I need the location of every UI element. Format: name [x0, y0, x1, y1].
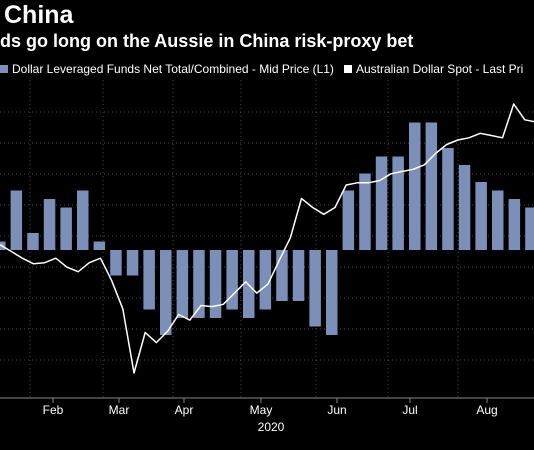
x-tick-label: May: [250, 403, 273, 417]
bar-29: [475, 182, 487, 250]
legend-swatch-bars: [0, 65, 8, 73]
bar-24: [392, 156, 404, 250]
x-tick-label: Feb: [43, 403, 64, 417]
bar-14: [226, 250, 238, 310]
x-year-label: 2020: [258, 420, 285, 434]
bar-21: [342, 190, 355, 250]
legend-label-bars: Dollar Leveraged Funds Net Total/Combine…: [12, 62, 334, 76]
x-axis: Feb Mar Apr May Jun Jul Aug 2020: [0, 397, 534, 434]
bar-5: [77, 190, 89, 250]
bar-20: [326, 250, 338, 335]
bar-28: [458, 165, 471, 250]
bar-9: [143, 250, 155, 310]
chart-legend: Dollar Leveraged Funds Net Total/Combine…: [0, 62, 533, 76]
bar-32: [525, 207, 534, 250]
bar-7: [110, 250, 122, 276]
legend-item-bars: Dollar Leveraged Funds Net Total/Combine…: [0, 62, 334, 76]
bar-8: [126, 250, 139, 276]
bar-30: [492, 190, 504, 250]
chart-title: China: [4, 1, 74, 29]
bar-17: [276, 250, 288, 301]
bar-27: [442, 148, 454, 250]
bar-26: [425, 122, 438, 250]
bar-16: [259, 250, 272, 310]
bar-11: [176, 250, 189, 318]
line-series: [0, 103, 534, 374]
bar-1: [10, 190, 23, 250]
bar-2: [27, 233, 39, 250]
x-tick-label: Aug: [476, 403, 497, 417]
chart-subtitle: ds go long on the Aussie in China risk-p…: [0, 31, 414, 51]
bar-31: [508, 199, 521, 250]
bar-13: [209, 250, 222, 318]
bar-4: [60, 207, 72, 250]
legend-label-line: Australian Dollar Spot - Last Pri: [355, 62, 524, 76]
bar-25: [409, 122, 421, 250]
x-tick-label: Jun: [327, 403, 346, 417]
legend-swatch-line: [343, 65, 352, 73]
spot-price-line: [0, 103, 534, 374]
bar-6: [93, 241, 106, 250]
bar-3: [43, 199, 56, 250]
x-tick-label: Mar: [109, 403, 130, 417]
bar-10: [160, 250, 172, 335]
bar-18: [292, 250, 305, 301]
x-tick-label: Jul: [402, 403, 417, 417]
bar-series: [0, 122, 534, 335]
legend-item-line: Australian Dollar Spot - Last Pri: [343, 62, 524, 76]
bar-22: [359, 173, 371, 250]
x-tick-label: Apr: [175, 403, 194, 417]
bar-19: [309, 250, 321, 327]
bar-12: [193, 250, 205, 318]
bar-23: [375, 156, 388, 250]
